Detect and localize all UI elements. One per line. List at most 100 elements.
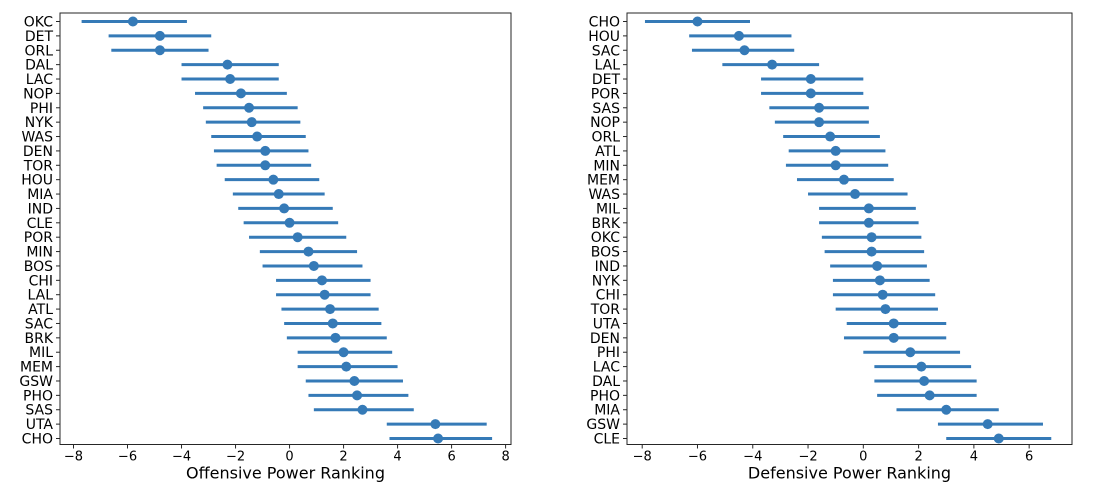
errorbar-row-sas bbox=[313, 404, 414, 415]
errorbar-row-was bbox=[808, 189, 908, 200]
y-tick-label-den: DEN bbox=[590, 331, 620, 347]
y-tick-label-mil: MIL bbox=[29, 345, 53, 361]
x-tick-label: 6 bbox=[447, 450, 455, 465]
y-tick-label-bos: BOS bbox=[591, 245, 620, 261]
point-estimate-dot bbox=[805, 74, 816, 85]
errorbar-row-cho bbox=[644, 16, 750, 27]
point-estimate-dot bbox=[433, 433, 444, 444]
point-estimate-dot bbox=[319, 289, 330, 300]
errorbar-row-atl bbox=[788, 145, 886, 156]
point-estimate-dot bbox=[692, 16, 703, 27]
y-tick-label-sas: SAS bbox=[25, 403, 53, 419]
point-estimate-dot bbox=[888, 332, 899, 343]
point-estimate-dot bbox=[982, 419, 993, 430]
point-estimate-dot bbox=[225, 74, 236, 85]
y-tick-label-det: DET bbox=[25, 29, 54, 45]
errorbar-row-nop bbox=[195, 88, 287, 99]
point-estimate-dot bbox=[349, 375, 360, 386]
errorbar-row-chi bbox=[276, 275, 371, 286]
point-estimate-dot bbox=[814, 102, 825, 113]
x-tick-label: 0 bbox=[859, 450, 867, 465]
y-tick-label-pho: PHO bbox=[590, 388, 620, 404]
point-estimate-dot bbox=[863, 217, 874, 228]
y-tick-label-okc: OKC bbox=[591, 230, 620, 246]
errorbar-row-okc bbox=[81, 16, 187, 27]
errorbar-row-ind bbox=[238, 203, 333, 214]
errorbar-row-pho bbox=[877, 390, 977, 401]
point-estimate-dot bbox=[252, 131, 263, 142]
y-tick-label-orl: ORL bbox=[24, 43, 53, 59]
point-estimate-dot bbox=[325, 304, 336, 315]
errorbar-row-chi bbox=[832, 289, 936, 300]
errorbar-row-dal bbox=[181, 59, 279, 70]
y-tick-label-hou: HOU bbox=[21, 173, 53, 189]
errorbar-row-tor bbox=[216, 160, 312, 171]
errorbar-row-ind bbox=[830, 260, 927, 271]
point-estimate-dot bbox=[880, 304, 891, 315]
errorbar-row-cle bbox=[243, 217, 339, 228]
point-estimate-dot bbox=[303, 246, 314, 257]
point-estimate-dot bbox=[919, 375, 930, 386]
x-tick-label: −2 bbox=[798, 450, 817, 465]
errorbar-row-gsw bbox=[937, 419, 1043, 430]
errorbar-row-lac bbox=[874, 361, 972, 372]
y-tick-label-brk: BRK bbox=[24, 331, 53, 347]
point-estimate-dot bbox=[866, 246, 877, 257]
point-estimate-dot bbox=[244, 102, 255, 113]
y-tick-label-was: WAS bbox=[588, 187, 620, 203]
x-tick-label: −8 bbox=[64, 450, 83, 465]
y-tick-label-min: MIN bbox=[593, 158, 620, 174]
point-estimate-dot bbox=[733, 30, 744, 41]
y-tick-label-sac: SAC bbox=[25, 316, 53, 332]
errorbar-row-por bbox=[761, 88, 864, 99]
x-tick-label: −2 bbox=[226, 450, 245, 465]
errorbar-row-phi bbox=[863, 347, 961, 358]
errorbar-row-mem bbox=[297, 361, 398, 372]
errorbar-row-det bbox=[108, 30, 212, 41]
point-estimate-dot bbox=[246, 117, 257, 128]
y-tick-label-den: DEN bbox=[23, 144, 53, 160]
point-estimate-dot bbox=[916, 361, 927, 372]
point-estimate-dot bbox=[863, 203, 874, 214]
errorbar-row-atl bbox=[281, 304, 379, 315]
y-tick-label-nop: NOP bbox=[590, 115, 620, 131]
y-tick-label-hou: HOU bbox=[588, 29, 620, 45]
y-tick-label-por: POR bbox=[591, 86, 620, 102]
errorbar-row-pho bbox=[308, 390, 409, 401]
point-estimate-dot bbox=[284, 217, 295, 228]
x-tick-label: 0 bbox=[285, 450, 293, 465]
point-estimate-dot bbox=[838, 174, 849, 185]
y-tick-label-cle: CLE bbox=[594, 432, 620, 448]
errorbar-row-uta bbox=[846, 318, 947, 329]
point-estimate-dot bbox=[357, 404, 368, 415]
y-tick-label-min: MIN bbox=[26, 245, 53, 261]
y-tick-label-chi: CHI bbox=[29, 273, 53, 289]
y-tick-label-nyk: NYK bbox=[25, 115, 54, 131]
point-estimate-dot bbox=[316, 275, 327, 286]
point-estimate-dot bbox=[273, 189, 284, 200]
errorbar-row-det bbox=[761, 74, 864, 85]
point-estimate-dot bbox=[341, 361, 352, 372]
x-axis-label: Defensive Power Ranking bbox=[748, 464, 951, 483]
point-estimate-dot bbox=[292, 232, 303, 243]
point-estimate-dot bbox=[866, 232, 877, 243]
errorbar-row-bos bbox=[824, 246, 925, 257]
plot-frame bbox=[626, 12, 1073, 445]
errorbar-row-mil bbox=[819, 203, 916, 214]
point-estimate-dot bbox=[154, 30, 165, 41]
point-estimate-dot bbox=[767, 59, 778, 70]
errorbar-row-nyk bbox=[832, 275, 930, 286]
y-tick-label-lal: LAL bbox=[28, 288, 54, 304]
errorbar-row-orl bbox=[111, 45, 209, 56]
plot-frame bbox=[59, 12, 512, 445]
point-estimate-dot bbox=[127, 16, 138, 27]
point-estimate-dot bbox=[805, 88, 816, 99]
y-tick-label-phi: PHI bbox=[30, 101, 53, 117]
point-estimate-dot bbox=[268, 174, 279, 185]
y-tick-label-atl: ATL bbox=[28, 302, 53, 318]
y-tick-label-ind: IND bbox=[28, 201, 53, 217]
y-tick-label-por: POR bbox=[24, 230, 53, 246]
errorbar-row-lac bbox=[181, 74, 279, 85]
